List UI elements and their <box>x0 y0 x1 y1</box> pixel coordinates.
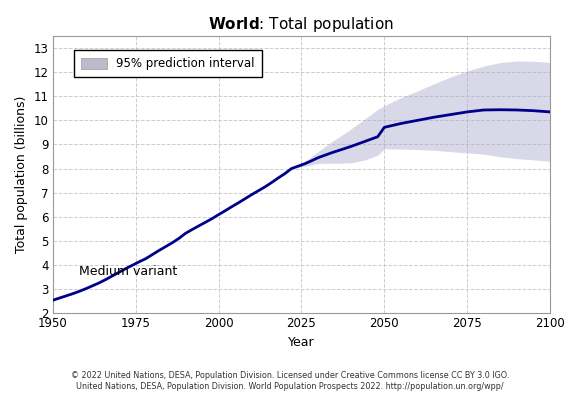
Text: Medium variant: Medium variant <box>79 265 177 278</box>
Text: © 2022 United Nations, DESA, Population Division. Licensed under Creative Common: © 2022 United Nations, DESA, Population … <box>71 371 509 380</box>
Text: United Nations, DESA, Population Division. World Population Prospects 2022. http: United Nations, DESA, Population Divisio… <box>76 382 504 391</box>
X-axis label: Year: Year <box>288 336 315 349</box>
Title: $\mathbf{World}$: Total population: $\mathbf{World}$: Total population <box>208 15 394 34</box>
Y-axis label: Total population (billions): Total population (billions) <box>15 96 28 253</box>
Legend: 95% prediction interval: 95% prediction interval <box>74 50 262 77</box>
